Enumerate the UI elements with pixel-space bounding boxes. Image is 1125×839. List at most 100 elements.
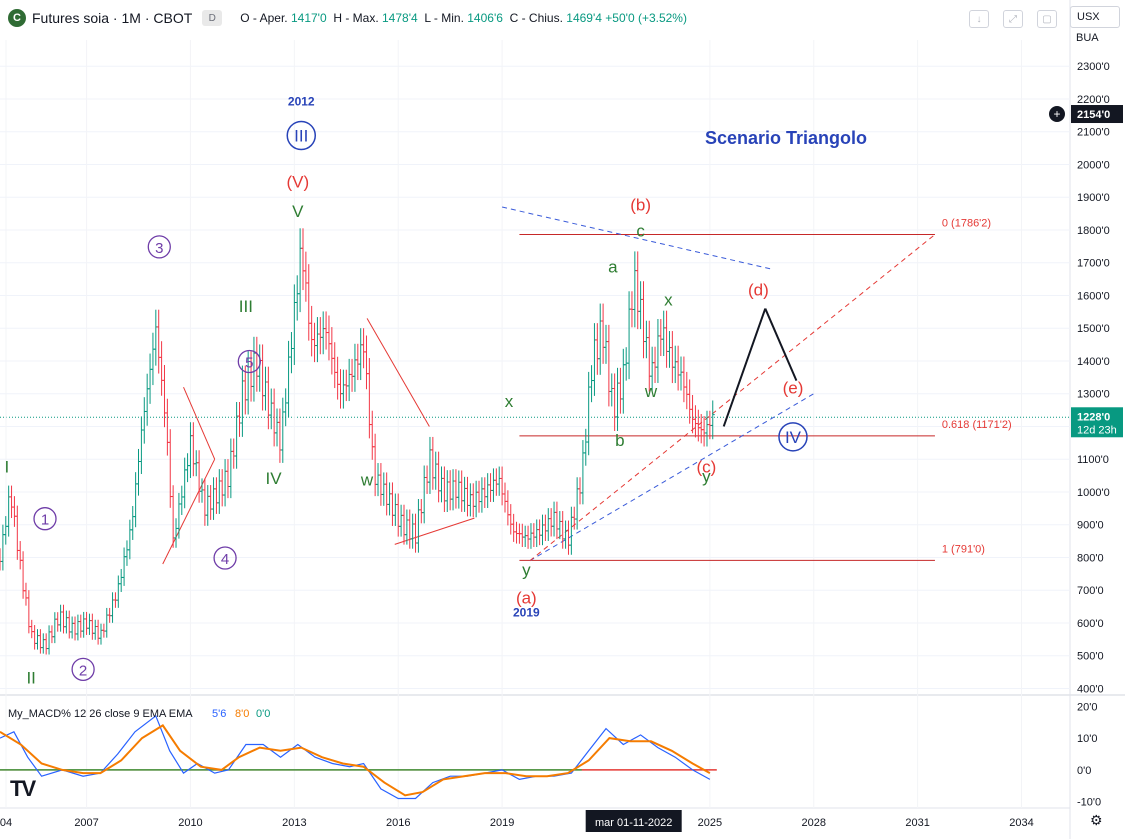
price-tick-label: 1000'0 [1077,487,1110,499]
price-tick-label: 1500'0 [1077,323,1110,335]
price-tick-label: 400'0 [1077,683,1104,695]
fib-level-label: 0.618 (1171'2) [942,419,1012,431]
wave-label-green: IV [266,469,283,488]
screenshot-icon[interactable]: ▢ [1037,10,1057,28]
wave-label-blue: IV [785,428,802,447]
price-tick-label: 1600'0 [1077,290,1110,302]
macd-layer [0,714,717,800]
price-tick-label: 2200'0 [1077,94,1110,106]
high-value: 1478'4 [382,11,418,25]
wave-label-red: (e) [783,379,804,398]
ohlc-readout: O - Aper. 1417'0 H - Max. 1478'4 L - Min… [240,11,687,25]
mode-select[interactable]: BUA [1076,32,1099,44]
resistance-trendline [501,206,773,270]
fib-diagonal-line [529,234,936,562]
scenario-title: Scenario Triangolo [705,128,867,148]
price-tick-label: 2100'0 [1077,127,1110,139]
time-tick-label: 2016 [386,817,410,829]
wave-label-circled: 2 [79,662,87,679]
price-tick-label: 1700'0 [1077,258,1110,270]
wave-label-green: y [702,467,711,486]
time-tick-label: 2007 [74,817,98,829]
price-tick-label: 2000'0 [1077,159,1110,171]
wave-label-red: (V) [286,172,309,191]
wave-circle-blue [286,120,317,151]
last-price-box [1071,407,1123,438]
header-toolbar: ↓ ⤢ ▢ [969,10,1057,28]
wave-circle [213,546,237,570]
hist-value: 0'0 [256,708,270,720]
wave-label-green: b [615,431,624,450]
close-value: 1469'4 [566,11,602,25]
scales-layer: 2300'02200'02100'02000'01900'01800'01700… [0,61,1123,832]
price-tick-label: 600'0 [1077,618,1104,630]
time-tick-label: 04 [0,817,12,829]
hover-price-label: 2154'0 [1077,109,1110,121]
signal-line [0,724,711,797]
wave-label-green: I [5,457,10,476]
wave-labels-layer: IIIIIIIVVwxyabcwxy12345(V)(a)(b)(c)(d)(e… [5,95,808,688]
price-tick-label: 1400'0 [1077,356,1110,368]
macd-tick-label: 10'0 [1077,733,1097,745]
close-label: C - Chius. [509,11,563,25]
open-label: O - Aper. [240,11,288,25]
wave-label-circled: 4 [221,551,229,568]
symbol-logo-icon: C [8,9,26,27]
symbol-title[interactable]: Futures soia · 1M · CBOT [32,10,193,26]
wave-label-blue: III [294,127,308,146]
macd-value: 5'6 [212,708,226,720]
time-tick-label: 2034 [1009,817,1033,829]
grid-layer [0,40,1070,808]
time-tick-label: 2028 [802,817,826,829]
wave-label-green: y [522,560,531,579]
trendlines-layer [162,206,936,565]
high-label: H - Max. [333,11,379,25]
wave-label-green: III [239,297,253,316]
wave-circle [71,657,95,681]
support-trendline [529,393,815,562]
candles-layer [0,228,715,655]
fib-level-label: 1 (791'0) [942,543,985,555]
countdown-label: 12d 23h [1077,424,1117,436]
low-label: L - Min. [424,11,464,25]
wave-circle [147,235,171,259]
download-icon[interactable]: ↓ [969,10,989,28]
wave-label-green: x [664,290,673,309]
hover-price-box [1071,105,1123,124]
unit-selector: USX BUA [1070,6,1120,48]
wave-label-red: (b) [630,195,651,214]
wave-label-green: c [636,222,645,241]
tradingview-logo: TV [10,776,36,801]
expand-icon[interactable]: ⤢ [1003,10,1023,28]
add-alert-icon [1049,106,1065,123]
change-value: +50'0 (+3.52%) [605,11,687,25]
wave-label-red: (c) [696,457,716,476]
price-tick-label: 800'0 [1077,552,1104,564]
price-tick-label: 1100'0 [1077,454,1109,466]
price-tick-label: 2300'0 [1077,61,1110,73]
settings-gear-icon[interactable]: ⚙ [1090,812,1103,828]
wave-circle [237,349,261,374]
plus-icon: + [1053,107,1060,121]
fib-level-label: 0 (1786'2) [942,217,991,229]
price-tick-label: 500'0 [1077,651,1104,663]
crosshair-time-box [585,810,682,832]
fibonacci-layer: 0 (1786'2) 0.618 (1171'2) 1 (791'0) [519,217,1012,561]
wave-label-red: (d) [748,280,769,299]
year-label: 2019 [513,605,540,619]
price-tick-label: 700'0 [1077,585,1104,597]
time-tick-label: 2031 [905,817,929,829]
wave-label-green: w [644,382,658,401]
crosshair-time-label: mar 01-11-2022 [595,817,672,829]
time-tick-label: 2025 [698,817,722,829]
price-tick-label: 1800'0 [1077,225,1110,237]
projection-line-e [764,308,798,381]
triangle-line [394,517,475,545]
wave-label-circled: 1 [41,512,49,529]
wave-label-green: x [505,392,514,411]
wave-label-red: (a) [516,588,537,607]
wave-circle [33,507,57,531]
time-tick-label: 2013 [282,817,306,829]
wave-label-circled: 5 [245,355,253,372]
